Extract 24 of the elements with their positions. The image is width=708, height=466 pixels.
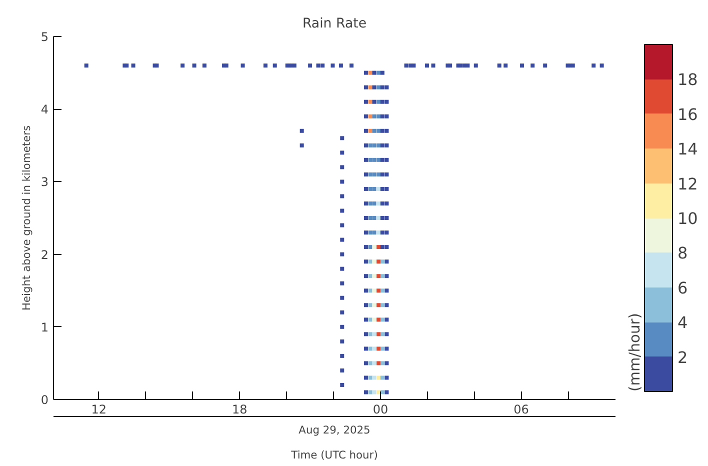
x-tick-label: 12 — [91, 402, 107, 416]
color-bar-label: 8 — [678, 244, 688, 263]
y-axis-title: Height above ground in kilometers — [20, 125, 33, 311]
chart-title: Rain Rate — [302, 16, 367, 32]
color-bar-label: 2 — [678, 348, 688, 367]
color-bar-label: 18 — [678, 70, 698, 90]
color-bar-title: (mm/hour) — [626, 313, 644, 392]
y-tick-label: 1 — [40, 320, 49, 334]
color-bar-label: 6 — [678, 278, 688, 298]
x-axis-title: Time (UTC hour) — [290, 448, 378, 462]
y-tick-label: 3 — [40, 175, 49, 190]
color-bar-label: 10 — [678, 209, 698, 228]
x-tick-label: 18 — [232, 402, 248, 416]
color-bar-label: 16 — [678, 104, 698, 124]
y-tick-label: 5 — [40, 30, 49, 44]
y-tick-label: 4 — [40, 102, 49, 117]
text: Aug 29, 2025 — [298, 424, 370, 436]
y-tick-label: 2 — [40, 248, 49, 262]
color-bar-label: 4 — [678, 313, 688, 332]
y-tick-label: 0 — [40, 393, 49, 407]
color-bar-label: 14 — [678, 140, 698, 159]
color-bar-label: 12 — [678, 174, 698, 194]
x-tick-label: 00 — [372, 402, 388, 416]
x-tick-label: 06 — [514, 402, 529, 416]
